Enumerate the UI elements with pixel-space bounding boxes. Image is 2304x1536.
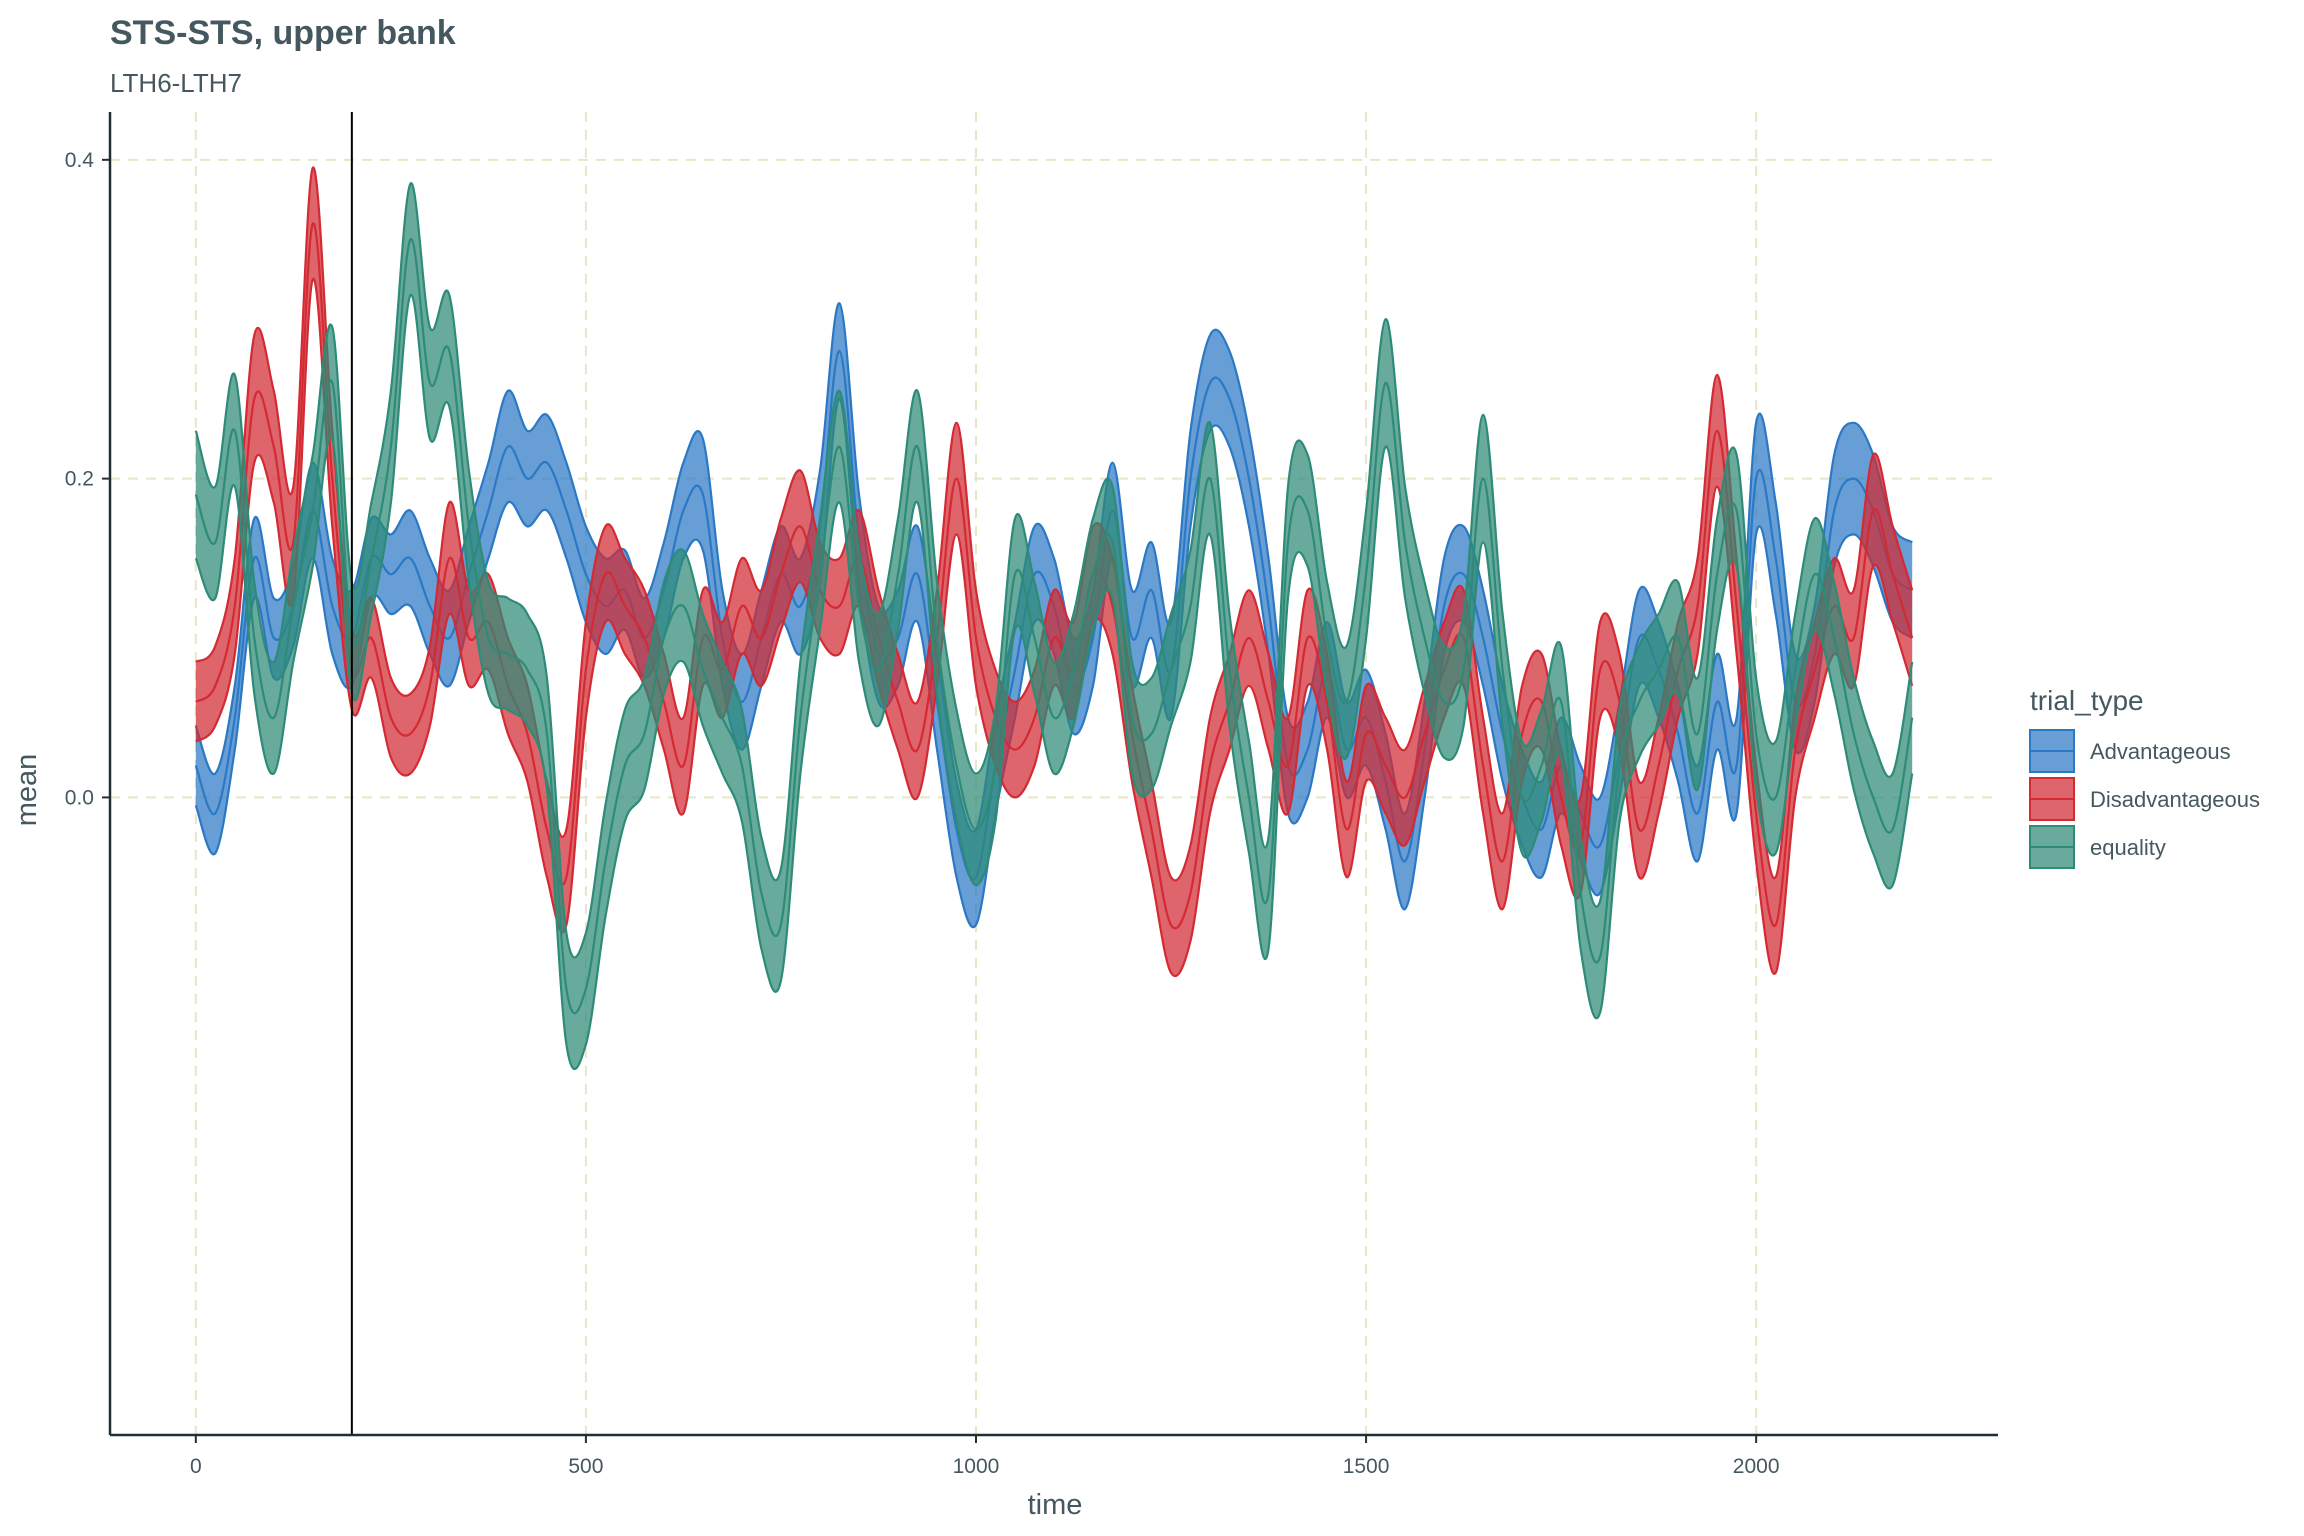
ribbons (194, 166, 1914, 1071)
y-tick-label-0: 0.0 (65, 786, 94, 809)
legend-label-disadvantageous: Disadvantageous (2090, 787, 2260, 812)
lower-line-equality (194, 294, 1914, 1071)
y-tick-label-2: 0.4 (65, 149, 95, 172)
upper-line-disadvantageous (195, 166, 1914, 882)
x-tick-label-3: 1500 (1343, 1455, 1390, 1478)
x-axis-title: time (1028, 1489, 1083, 1521)
mean-line-equality (194, 238, 1914, 1015)
x-tick-label-2: 1000 (953, 1455, 1000, 1478)
mean-line-disadvantageous (195, 222, 1914, 930)
x-tick-label-4: 2000 (1733, 1455, 1780, 1478)
chart-subtitle: LTH6-LTH7 (110, 68, 242, 98)
legend-label-advantageous: Advantageous (2090, 739, 2231, 764)
y-ticks: 0.0 0.2 0.4 (65, 149, 110, 809)
x-ticks: 0 500 1000 1500 2000 (190, 1435, 1780, 1478)
y-axis-title: mean (11, 754, 43, 827)
y-tick-label-1: 0.2 (65, 468, 94, 491)
axes (108, 112, 1998, 1437)
chart-title: STS-STS, upper bank (110, 14, 456, 52)
ribbon-disadvantageous (195, 167, 1913, 977)
legend-title: trial_type (2030, 685, 2144, 716)
x-tick-label-1: 500 (568, 1455, 603, 1478)
x-tick-label-0: 0 (190, 1455, 202, 1478)
legend-label-equality: equality (2090, 835, 2166, 860)
legend: trial_type Advantageous Disadvantageous eq… (2029, 685, 2260, 869)
upper-line-equality (194, 182, 1914, 959)
